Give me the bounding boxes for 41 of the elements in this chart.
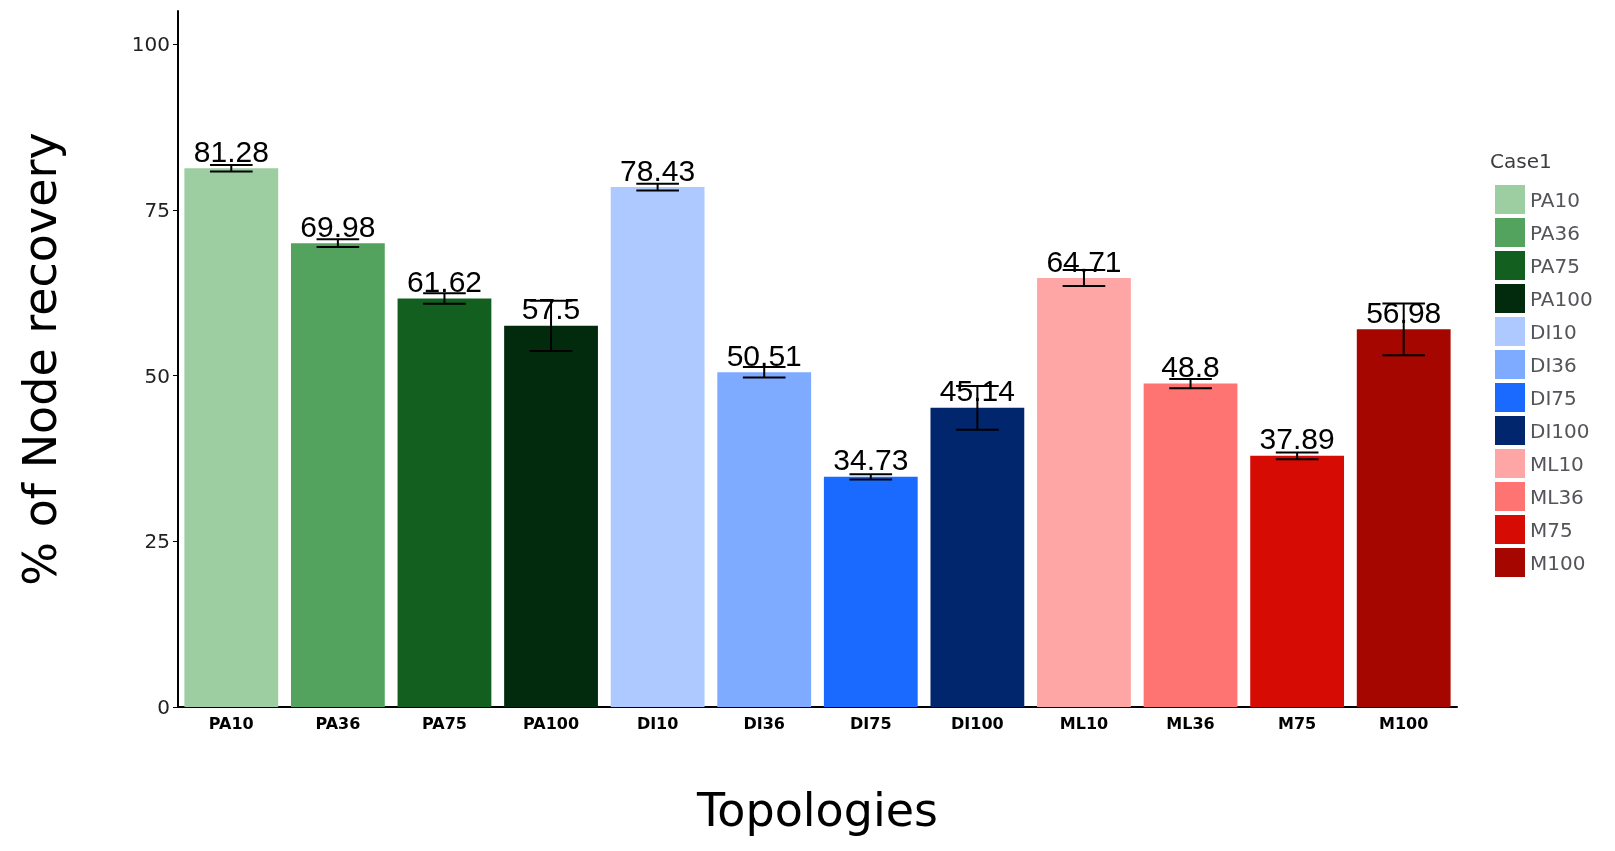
- y-tick-label: 100: [131, 32, 170, 57]
- x-tick-label: PA10: [208, 713, 254, 733]
- x-tick-label: M100: [1379, 713, 1429, 733]
- data-label: 37.89: [1259, 422, 1335, 456]
- y-tick-label: 50: [144, 363, 170, 388]
- data-label: 64.71: [1046, 244, 1122, 278]
- legend-label: DI10: [1530, 319, 1577, 344]
- data-label: 61.62: [406, 265, 482, 299]
- legend-title: Case1: [1490, 149, 1552, 173]
- x-tick-label: DI100: [951, 713, 1004, 733]
- y-tick-label: 25: [144, 529, 170, 554]
- x-axis-title: Topologies: [696, 783, 938, 837]
- data-label: 69.98: [300, 209, 376, 243]
- x-tick-label: ML36: [1166, 713, 1215, 733]
- data-label: 34.73: [833, 443, 909, 477]
- x-tick-label: DI75: [850, 713, 892, 733]
- data-label: 81.28: [193, 134, 269, 168]
- data-label: 48.8: [1161, 350, 1220, 384]
- x-tick-label: PA75: [422, 713, 467, 733]
- legend-label: DI100: [1530, 418, 1590, 443]
- x-tick-label: PA100: [523, 713, 580, 733]
- y-tick-label: 0: [157, 695, 170, 719]
- x-tick-label: DI10: [636, 713, 679, 733]
- legend-label: ML36: [1530, 484, 1584, 509]
- data-label: 50.51: [726, 338, 802, 372]
- y-axis-title: % of Node recovery: [13, 132, 67, 586]
- x-tick-label: DI36: [743, 713, 785, 733]
- x-tick-label: M75: [1278, 713, 1317, 733]
- legend-label: ML10: [1530, 451, 1584, 476]
- legend-label: PA10: [1530, 187, 1580, 212]
- legend-label: PA100: [1530, 286, 1593, 311]
- x-tick-label: ML10: [1059, 713, 1109, 733]
- y-tick-label: 75: [144, 197, 170, 222]
- legend-label: M75: [1530, 517, 1573, 542]
- x-tick-label: PA36: [315, 713, 361, 733]
- legend-label: PA75: [1530, 253, 1580, 278]
- legend-label: PA36: [1530, 220, 1580, 245]
- legend-label: M100: [1530, 550, 1586, 575]
- legend-label: DI75: [1530, 385, 1577, 410]
- data-label: 78.43: [620, 153, 696, 187]
- legend-label: DI36: [1530, 352, 1577, 377]
